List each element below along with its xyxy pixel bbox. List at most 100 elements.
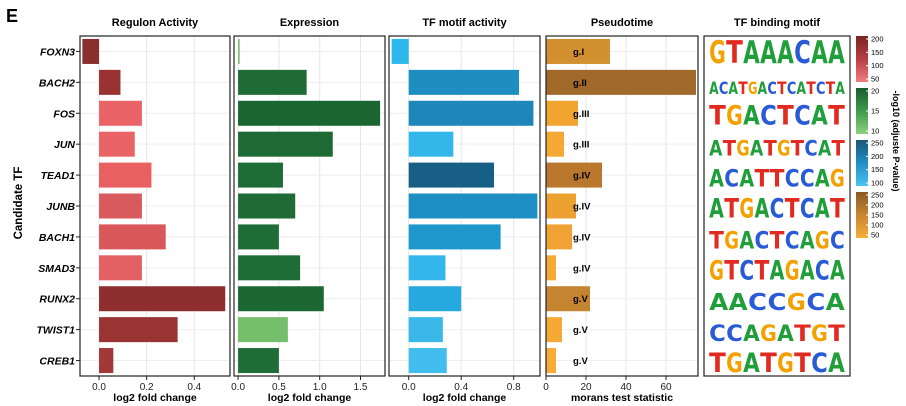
motif-letter: C: [785, 226, 800, 254]
legend-tick-label: 200: [871, 201, 884, 210]
motif-letter: T: [794, 322, 811, 347]
motif-letter: T: [726, 35, 743, 71]
motif-letter: T: [754, 165, 769, 193]
bar: [238, 69, 307, 95]
motif-letter: A: [754, 193, 769, 224]
bar: [546, 131, 564, 157]
motif-letter: G: [726, 348, 743, 379]
tick-label: 0.4: [187, 382, 201, 393]
motif-letter: A: [835, 79, 845, 99]
bar: [546, 69, 696, 95]
motif-panel: TF binding motif G T A A A C A AA C A T G A C T C A T C T AT…: [703, 17, 851, 379]
panel-title: Expression: [280, 17, 340, 29]
motif-letter: A: [828, 35, 845, 71]
chart-panel: g.I g.II g.III g.III g.IV g.IV g.IV g.IV g.V g.V g…: [543, 17, 699, 404]
legend-tick-label: 250: [871, 139, 884, 148]
x-axis-label: log2 fold change: [268, 392, 352, 404]
tick-label: 0.0: [92, 382, 106, 393]
legend-tick-label: 150: [871, 165, 884, 174]
bar: [99, 317, 178, 343]
motif-letter: A: [777, 35, 794, 71]
motif-letter: C: [806, 290, 825, 316]
legend-tick-label: 200: [871, 152, 884, 161]
bar: [99, 224, 166, 250]
bar: [408, 69, 519, 95]
gene-label: CREB1: [39, 356, 75, 368]
bar: [99, 348, 114, 374]
motif-letter: C: [767, 79, 777, 99]
motif-letter: T: [785, 193, 800, 224]
bar: [238, 38, 240, 64]
motif-letter: A: [729, 79, 739, 99]
motif-letter: A: [830, 255, 845, 286]
motif-letter: A: [743, 348, 760, 379]
motif-letter: T: [777, 79, 787, 99]
bar: [408, 162, 495, 188]
bar: [238, 100, 381, 126]
motif-letter: G: [815, 226, 830, 254]
motif-letter: T: [770, 165, 785, 193]
bar-label: g.IV: [573, 171, 591, 182]
motif-letter: G: [760, 322, 777, 347]
motif-letter: G: [724, 226, 739, 254]
bar-label: g.V: [573, 356, 588, 367]
motif-letter: T: [826, 79, 836, 99]
motif-letter: T: [754, 255, 769, 286]
gene-label: SMAD3: [38, 263, 75, 275]
motif-letter: C: [787, 79, 797, 99]
motif-letter: T: [709, 348, 726, 379]
legend-colorbar: [856, 192, 868, 238]
panel-frame: [233, 35, 386, 377]
motif-letter: G: [777, 348, 794, 379]
motif-letter: C: [768, 290, 787, 316]
bar: [238, 131, 333, 157]
bar-label: g.V: [573, 325, 588, 336]
bar-label: g.IV: [573, 263, 591, 274]
panel-frame: [79, 35, 231, 377]
legend-tick-label: 15: [871, 107, 879, 116]
bar: [408, 348, 447, 374]
motif-letter: A: [800, 226, 815, 254]
legend-tick-label: 200: [871, 35, 884, 44]
tick-label: 0.5: [272, 382, 286, 393]
motif-letter: T: [760, 348, 777, 379]
legend-tick-label: 150: [871, 48, 884, 57]
motif-letter: T: [770, 226, 785, 254]
motif-letter: A: [739, 226, 754, 254]
panel-title: Regulon Activity: [112, 17, 199, 29]
motif-letter: G: [777, 137, 790, 161]
gene-label: FOS: [53, 108, 75, 120]
legend-tick-label: 100: [871, 61, 884, 70]
motif-letter: C: [739, 255, 754, 286]
motif-letter: T: [806, 79, 816, 99]
motif-letter: A: [743, 101, 760, 132]
motif-letter: G: [736, 137, 749, 161]
bar: [238, 348, 279, 374]
motif-letter: A: [800, 255, 815, 286]
bar: [99, 193, 142, 219]
motif-letter: T: [828, 322, 845, 347]
tick-label: 0.2: [140, 382, 154, 393]
bar: [99, 255, 142, 281]
legend-tick-label: 20: [871, 87, 879, 96]
bar: [99, 100, 142, 126]
tick-label: 0.4: [454, 382, 468, 393]
gene-label: JUNB: [46, 201, 75, 213]
tick-label: 0.8: [507, 382, 521, 393]
bar: [99, 69, 121, 95]
motif-letter: T: [709, 226, 724, 254]
legend-tick-label: 50: [871, 231, 879, 240]
tick-label: 40: [620, 382, 632, 393]
motif-letter: T: [724, 193, 739, 224]
motif-letter: T: [723, 137, 737, 161]
panel-title: TF motif activity: [422, 17, 507, 29]
chart-panels: Regulon Activity 0.0 0.2 0.4 log2 fold chang…: [79, 17, 699, 404]
motif-letter: C: [794, 101, 811, 132]
motif-letter: A: [709, 137, 723, 161]
gene-label: BACH1: [39, 232, 75, 244]
